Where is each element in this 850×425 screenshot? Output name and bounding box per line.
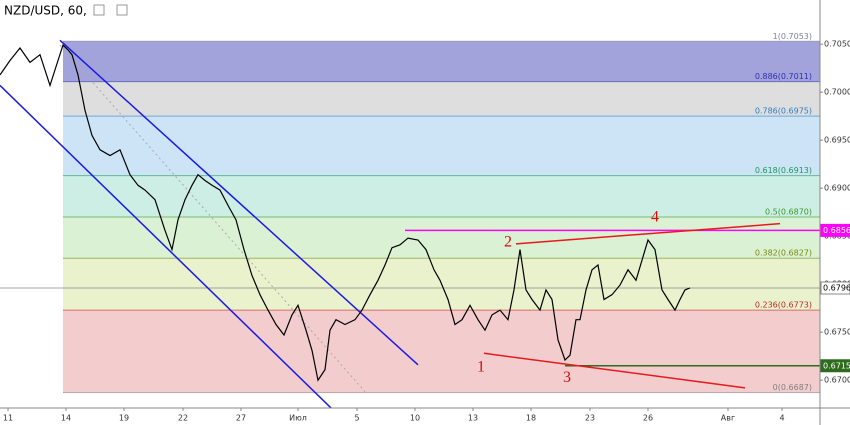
fib-zone (63, 216, 820, 259)
trend-line (59, 44, 366, 393)
trend-line (59, 39, 419, 366)
wave-label: 2 (504, 234, 512, 251)
x-tick-label: 22 (178, 414, 188, 423)
fib-label: 0.236(0.6773) (755, 301, 812, 310)
wave-label: 4 (651, 209, 659, 226)
x-tick-label: 5 (354, 414, 359, 423)
x-tick-label: 14 (61, 414, 71, 423)
chart-title: NZD/USD, 60, (4, 4, 87, 18)
fib-label: 0.382(0.6827) (755, 249, 812, 258)
trend-line (515, 222, 781, 245)
x-tick-label: 26 (643, 414, 653, 423)
fib-zone (63, 41, 820, 82)
y-tick-label: 0.6700 (824, 376, 850, 385)
y-tick-label: 0.7050 (824, 40, 850, 49)
trend-line (0, 84, 333, 408)
price-badge (820, 359, 850, 373)
x-tick-label: Авг (721, 414, 735, 423)
price-badge-label: 0.6715 (823, 361, 850, 370)
fib-zone (63, 81, 820, 117)
price-badge (820, 223, 850, 237)
x-tick-label: Июл (289, 414, 307, 423)
x-tick-label: 23 (585, 414, 595, 423)
price-line-series (0, 44, 691, 382)
fib-zone (63, 175, 820, 217)
fib-label: 1(0.7053) (773, 32, 812, 41)
y-tick-label: 0.6900 (824, 184, 850, 193)
x-tick-label: 10 (410, 414, 420, 423)
fib-label: 0.886(0.7011) (755, 72, 812, 81)
fib-label: 0.618(0.6913) (755, 166, 812, 175)
price-badge-label: 0.6856 (823, 226, 850, 235)
toolbar[interactable] (93, 4, 128, 16)
y-tick-label: 0.7000 (824, 88, 850, 97)
wave-label: 1 (477, 358, 485, 375)
toolbar-button[interactable] (116, 4, 128, 16)
axes: 0.67000.67500.68000.68500.69000.69500.70… (3, 40, 850, 423)
x-tick-label: 27 (236, 414, 246, 423)
x-tick-label: 13 (468, 414, 478, 423)
x-tick-label: 19 (119, 414, 129, 423)
fib-label: 0.786(0.6975) (755, 107, 812, 116)
x-tick-label: 18 (526, 414, 536, 423)
fib-label: 0(0.6687) (773, 383, 812, 392)
y-tick-label: 0.6750 (824, 328, 850, 337)
fib-label: 0.5(0.6870) (765, 207, 812, 216)
x-tick-label: 11 (3, 414, 13, 423)
x-tick-label: 4 (779, 414, 784, 423)
price-badge (820, 281, 850, 295)
toolbar-button[interactable] (93, 4, 105, 16)
trend-line (483, 352, 746, 389)
plot-area: 1(0.7053) 0.886(0.7011) 0.786(0.6975) 0.618… (0, 32, 820, 408)
fib-zone (63, 310, 820, 393)
wave-label: 3 (563, 369, 571, 386)
fib-zone (63, 116, 820, 176)
y-tick-label: 0.6950 (824, 136, 850, 145)
price-badge-label: 0.6796 (823, 284, 850, 293)
